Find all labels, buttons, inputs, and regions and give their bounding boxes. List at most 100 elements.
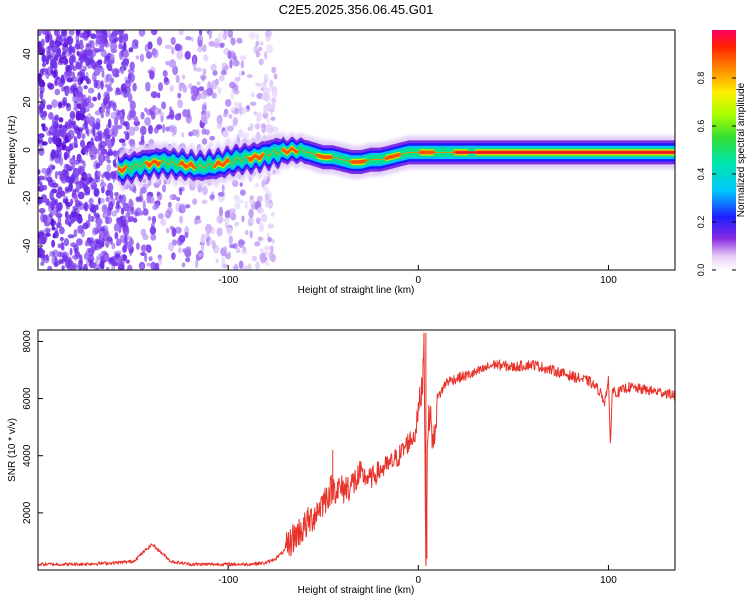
spectrogram-noise-cell (135, 55, 140, 60)
spectrogram-noise-cell (249, 195, 254, 200)
spectrogram-noise-cell (251, 255, 257, 262)
spectrogram-noise-cell (84, 119, 88, 129)
spectrogram-noise-cell (164, 44, 172, 49)
spectrogram-noise-cell (111, 210, 117, 217)
spectrogram-noise-cell (53, 75, 60, 80)
spectrogram-noise-cell (116, 124, 123, 130)
spectrogram-noise-cell (230, 212, 237, 221)
snr-y-tick-label: 4000 (22, 444, 33, 467)
spectrogram-noise-cell (270, 116, 276, 121)
spectrogram-noise-cell (123, 243, 128, 253)
spectrogram-noise-cell (121, 220, 126, 228)
spectrogram-noise-cell (262, 185, 269, 192)
spectrogram-noise-cell (261, 81, 267, 86)
spectrogram-noise-cell (98, 67, 105, 73)
spectrogram-noise-cell (264, 260, 270, 266)
spectrogram-noise-cell (224, 210, 231, 220)
spectrogram-noise-cell (114, 116, 119, 127)
spectrogram-noise-cell (197, 40, 203, 47)
spectrogram-noise-cell (65, 205, 70, 210)
spectrogram-noise-cell (79, 254, 83, 264)
spectrogram-noise-cell (84, 203, 88, 210)
spectrogram-noise-cell (233, 263, 239, 270)
spectrogram-noise-cell (58, 258, 64, 264)
spectrogram-noise-cell (230, 37, 236, 46)
spectrogram-noise-cell (170, 62, 176, 68)
spectrogram-noise-cell (241, 70, 245, 76)
spectrogram-noise-cell (124, 79, 132, 89)
spectrogram-noise-cell (80, 76, 84, 84)
spectrogram-noise-cell (246, 74, 253, 79)
spectrogram-noise-cell (74, 252, 78, 262)
spectrogram-noise-cell (234, 221, 240, 227)
spectrogram-noise-cell (105, 110, 110, 118)
spectrogram-noise-cell (104, 75, 108, 84)
spectrogram-noise-cell (41, 167, 47, 174)
spectrogram-noise-cell (175, 74, 180, 84)
spectrogram-noise-cell (121, 142, 127, 147)
spectrogram-noise-cell (194, 218, 202, 224)
spectrogram-noise-cell (91, 245, 95, 256)
spectrogram-noise-cell (219, 43, 225, 49)
spectrogram-noise-cell (103, 231, 108, 238)
spectrogram-noise-cell (45, 46, 51, 53)
spectrogram-noise-cell (126, 210, 130, 218)
spectrogram-noise-cell (92, 96, 97, 102)
spectrogram-noise-cell (129, 247, 133, 257)
spectrogram-noise-cell (88, 197, 94, 205)
spectrogram-noise-cell (38, 199, 41, 206)
spectrogram-noise-cell (76, 91, 82, 98)
spectrogram-noise-cell (246, 104, 250, 110)
spectrogram-noise-cell (163, 76, 169, 83)
spectrogram-noise-cell (100, 113, 105, 119)
spectrogram-noise-cell (267, 223, 274, 229)
spectrogram-noise-cell (146, 194, 151, 204)
spectrogram-noise-cell (216, 227, 223, 237)
spectrogram-noise-cell (177, 92, 182, 99)
spectrogram-noise-cell (239, 189, 246, 196)
spectrogram-noise-cell (54, 257, 58, 263)
snr-y-tick-label: 6000 (22, 387, 33, 410)
spectrogram-noise-cell (156, 191, 161, 197)
spectrogram-noise-cell (112, 159, 117, 168)
spectrogram-noise-cell (105, 240, 110, 248)
spectrogram-noise-cell (241, 250, 248, 255)
colorbar-label: Normalized spectral amplitude (736, 82, 747, 217)
spectrogram-noise-cell (104, 84, 111, 88)
spectrogram-noise-cell (92, 152, 97, 160)
spectrogram-noise-cell (210, 63, 217, 72)
spectrogram-noise-cell (271, 238, 275, 244)
spectrogram-noise-cell (73, 106, 78, 111)
spectrogram-noise-cell (232, 110, 237, 115)
spectrogram-noise-cell (126, 264, 133, 270)
spectrogram-noise-cell (106, 134, 111, 140)
spectrogram-noise-cell (192, 198, 198, 205)
spectrogram-noise-cell (173, 125, 178, 135)
spectrogram-noise-cell (95, 220, 101, 231)
spectrogram-noise-cell (178, 82, 183, 92)
spectrogram-noise-cell (271, 100, 276, 111)
spectrogram-noise-cell (66, 37, 71, 42)
spectrogram-noise-cell (71, 161, 75, 171)
spectrogram-y-tick-label: 20 (22, 96, 33, 108)
spectrogram-noise-cell (70, 37, 74, 44)
spectrogram-noise-cell (42, 62, 46, 68)
spectrogram-noise-cell (140, 125, 147, 136)
spectrogram-noise-cell (68, 177, 73, 186)
colorbar: 0.0 0.2 0.4 0.6 0.8 Normalized spectral ampl… (696, 30, 747, 276)
spectrogram-noise-cell (123, 237, 128, 247)
spectrogram-noise-cell (95, 40, 99, 47)
spectrogram-noise-cell (174, 113, 182, 121)
spectrogram-noise-cell (175, 226, 182, 234)
spectrogram-noise-cell (65, 50, 70, 57)
spectrogram-noise-cell (230, 91, 234, 101)
spectrogram-noise-cell (265, 202, 273, 208)
spectrogram-noise-cell (169, 194, 174, 201)
spectrogram-noise-cell (269, 108, 274, 116)
spectrogram-noise-cell (157, 92, 161, 99)
spectrogram-noise-cell (51, 50, 59, 60)
spectrogram-noise-cell (166, 227, 170, 234)
spectrogram-noise-cell (83, 85, 88, 90)
spectrogram-noise-cell (95, 239, 101, 245)
spectrogram-noise-cell (226, 227, 233, 235)
